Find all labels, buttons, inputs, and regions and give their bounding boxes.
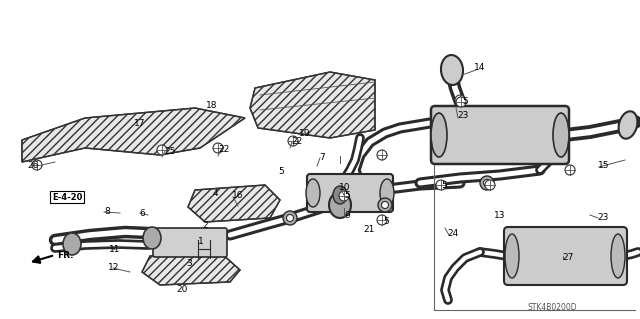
Text: 5: 5 (344, 191, 349, 201)
Circle shape (157, 145, 167, 155)
Ellipse shape (63, 233, 81, 255)
Text: 23: 23 (457, 112, 468, 121)
Polygon shape (142, 252, 240, 285)
Circle shape (32, 160, 42, 170)
FancyBboxPatch shape (153, 228, 227, 257)
Polygon shape (250, 72, 375, 138)
Text: 14: 14 (474, 63, 485, 72)
Circle shape (377, 150, 387, 160)
Text: 5: 5 (383, 217, 388, 226)
Text: 9: 9 (344, 211, 349, 219)
Circle shape (436, 180, 446, 190)
Ellipse shape (381, 202, 388, 209)
Polygon shape (188, 185, 280, 222)
Text: 25: 25 (164, 146, 175, 155)
Text: 5: 5 (441, 182, 447, 190)
Circle shape (377, 215, 387, 225)
Text: 26: 26 (27, 161, 38, 170)
Ellipse shape (143, 227, 161, 249)
Text: 2: 2 (202, 220, 207, 229)
Text: 3: 3 (186, 259, 192, 269)
Text: 15: 15 (598, 161, 609, 170)
Ellipse shape (380, 179, 394, 207)
Text: 8: 8 (104, 207, 109, 217)
Circle shape (456, 97, 466, 107)
Ellipse shape (431, 113, 447, 157)
Circle shape (288, 136, 298, 146)
FancyBboxPatch shape (504, 227, 627, 285)
Ellipse shape (283, 211, 297, 225)
Text: 7: 7 (319, 152, 324, 161)
Text: 4: 4 (213, 189, 219, 197)
Circle shape (213, 143, 223, 153)
Ellipse shape (611, 234, 625, 278)
Text: 27: 27 (562, 254, 573, 263)
Ellipse shape (553, 113, 569, 157)
Text: 24: 24 (447, 229, 458, 239)
Ellipse shape (333, 186, 347, 204)
FancyBboxPatch shape (307, 174, 393, 212)
Text: E-4-20: E-4-20 (52, 192, 83, 202)
Text: STK4B0200D: STK4B0200D (528, 303, 578, 313)
Text: 13: 13 (494, 211, 506, 220)
Text: 1: 1 (198, 238, 204, 247)
Text: 10: 10 (339, 183, 351, 192)
FancyBboxPatch shape (431, 106, 569, 164)
Ellipse shape (619, 111, 637, 139)
Ellipse shape (287, 214, 294, 221)
Text: 16: 16 (232, 191, 243, 201)
Text: 22: 22 (218, 145, 229, 153)
Ellipse shape (441, 55, 463, 85)
Text: 12: 12 (108, 263, 120, 272)
Text: 20: 20 (176, 285, 188, 293)
Text: 5: 5 (278, 167, 284, 176)
Text: 18: 18 (206, 101, 218, 110)
Ellipse shape (480, 176, 494, 190)
Ellipse shape (306, 179, 320, 207)
Text: 5: 5 (462, 98, 468, 107)
Circle shape (485, 180, 495, 190)
Text: 22: 22 (291, 137, 302, 145)
Ellipse shape (505, 234, 519, 278)
Circle shape (455, 95, 465, 105)
Circle shape (339, 191, 349, 201)
Text: 19: 19 (299, 129, 310, 137)
Text: 11: 11 (109, 244, 120, 254)
Text: 17: 17 (134, 120, 145, 129)
Text: 21: 21 (363, 225, 374, 234)
Ellipse shape (329, 192, 351, 218)
Ellipse shape (378, 198, 392, 212)
Text: 23: 23 (597, 213, 609, 222)
Polygon shape (22, 108, 245, 162)
Ellipse shape (483, 180, 490, 187)
Text: 6: 6 (139, 209, 145, 218)
Text: FR.: FR. (57, 250, 74, 259)
Circle shape (565, 165, 575, 175)
